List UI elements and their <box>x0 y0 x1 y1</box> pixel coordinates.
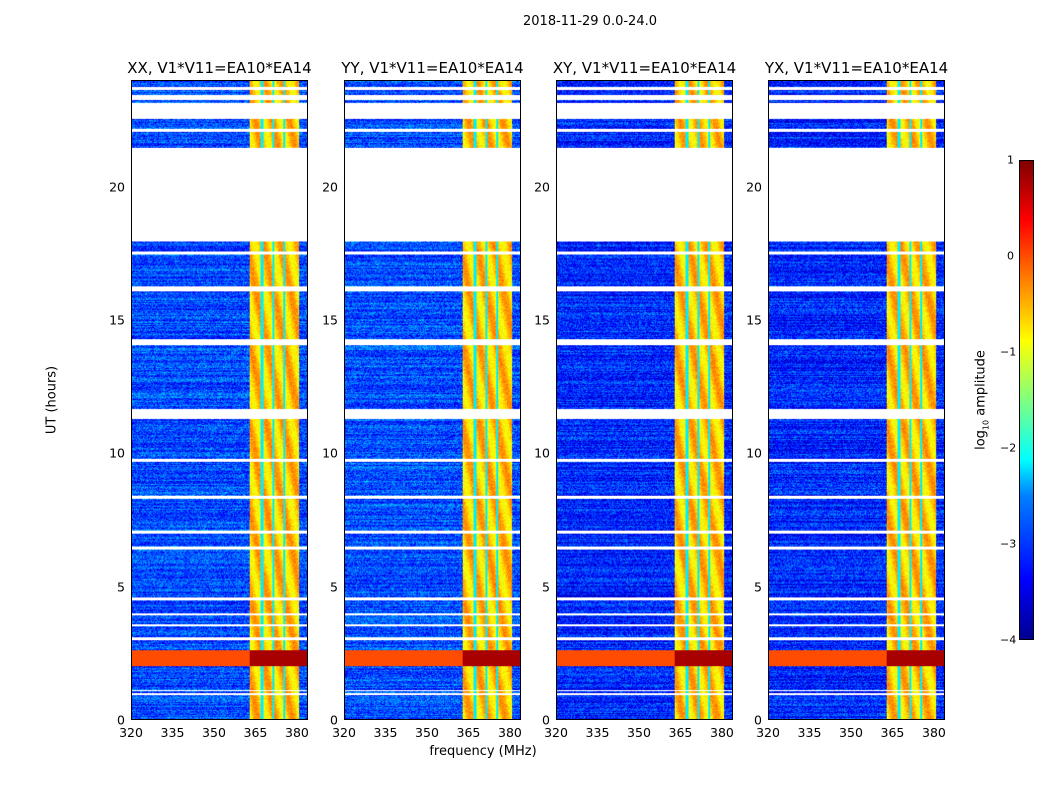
x-tick-label: 380 <box>710 725 734 740</box>
x-tick-label: 365 <box>243 725 268 740</box>
heatmap-panel-0 <box>131 80 308 720</box>
x-tick-label: 335 <box>797 725 822 740</box>
y-tick-label: 20 <box>109 179 125 195</box>
figure-title: 2018-11-29 0.0-24.0 <box>523 14 657 29</box>
x-tick-label: 380 <box>922 725 946 740</box>
waterfall-heatmap <box>557 81 732 719</box>
colorbar-tick-label: −4 <box>1000 633 1017 647</box>
waterfall-heatmap <box>769 81 944 719</box>
x-tick-label: 365 <box>456 725 481 740</box>
y-tick-label: 0 <box>754 712 762 728</box>
x-axis-label: frequency (MHz) <box>429 744 537 759</box>
y-tick-label: 10 <box>534 445 550 461</box>
y-tick-label: 15 <box>746 312 762 328</box>
x-tick-label: 350 <box>415 725 439 740</box>
y-tick-label: 5 <box>542 579 550 595</box>
colorbar <box>1019 160 1034 640</box>
x-tick-label: 335 <box>373 725 398 740</box>
y-tick-label: 5 <box>754 579 762 595</box>
x-tick-label: 380 <box>285 725 309 740</box>
x-tick-label: 320 <box>756 725 780 740</box>
waterfall-heatmap <box>345 81 520 719</box>
colorbar-label: log10 amplitude <box>973 350 991 450</box>
x-tick-label: 365 <box>668 725 693 740</box>
x-tick-label: 350 <box>839 725 863 740</box>
colorbar-tick-label: 0 <box>1007 249 1014 263</box>
y-tick-label: 15 <box>322 312 338 328</box>
x-tick-label: 365 <box>880 725 905 740</box>
heatmap-panel-2 <box>556 80 733 720</box>
y-tick-label: 10 <box>322 445 338 461</box>
colorbar-tick-label: −2 <box>1000 441 1017 455</box>
x-tick-label: 320 <box>332 725 356 740</box>
x-tick-label: 320 <box>119 725 143 740</box>
x-tick-label: 380 <box>498 725 522 740</box>
y-tick-label: 5 <box>330 579 338 595</box>
y-tick-label: 15 <box>534 312 550 328</box>
y-tick-label: 5 <box>117 579 125 595</box>
heatmap-panel-1 <box>344 80 521 720</box>
y-tick-label: 20 <box>534 179 550 195</box>
heatmap-panel-3 <box>768 80 945 720</box>
colorbar-tick-label: −3 <box>1000 537 1017 551</box>
x-tick-label: 320 <box>544 725 568 740</box>
x-tick-label: 335 <box>160 725 185 740</box>
waterfall-heatmap <box>132 81 307 719</box>
colorbar-tick-label: −1 <box>1000 345 1017 359</box>
colorbar-tick-label: 1 <box>1007 153 1014 167</box>
panel-title: YX, V1*V11=EA10*EA14 <box>764 59 949 77</box>
y-tick-label: 20 <box>322 179 338 195</box>
y-tick-label: 20 <box>746 179 762 195</box>
y-tick-label: 10 <box>746 445 762 461</box>
x-tick-label: 335 <box>585 725 610 740</box>
y-tick-label: 0 <box>117 712 125 728</box>
x-tick-label: 350 <box>202 725 226 740</box>
x-tick-label: 350 <box>627 725 651 740</box>
y-tick-label: 0 <box>542 712 550 728</box>
y-tick-label: 10 <box>109 445 125 461</box>
y-tick-label: 15 <box>109 312 125 328</box>
panel-title: XX, V1*V11=EA10*EA14 <box>127 59 312 77</box>
panel-title: YY, V1*V11=EA10*EA14 <box>341 59 524 77</box>
y-axis-label: UT (hours) <box>44 365 60 435</box>
y-tick-label: 0 <box>330 712 338 728</box>
panel-title: XY, V1*V11=EA10*EA14 <box>552 59 737 77</box>
